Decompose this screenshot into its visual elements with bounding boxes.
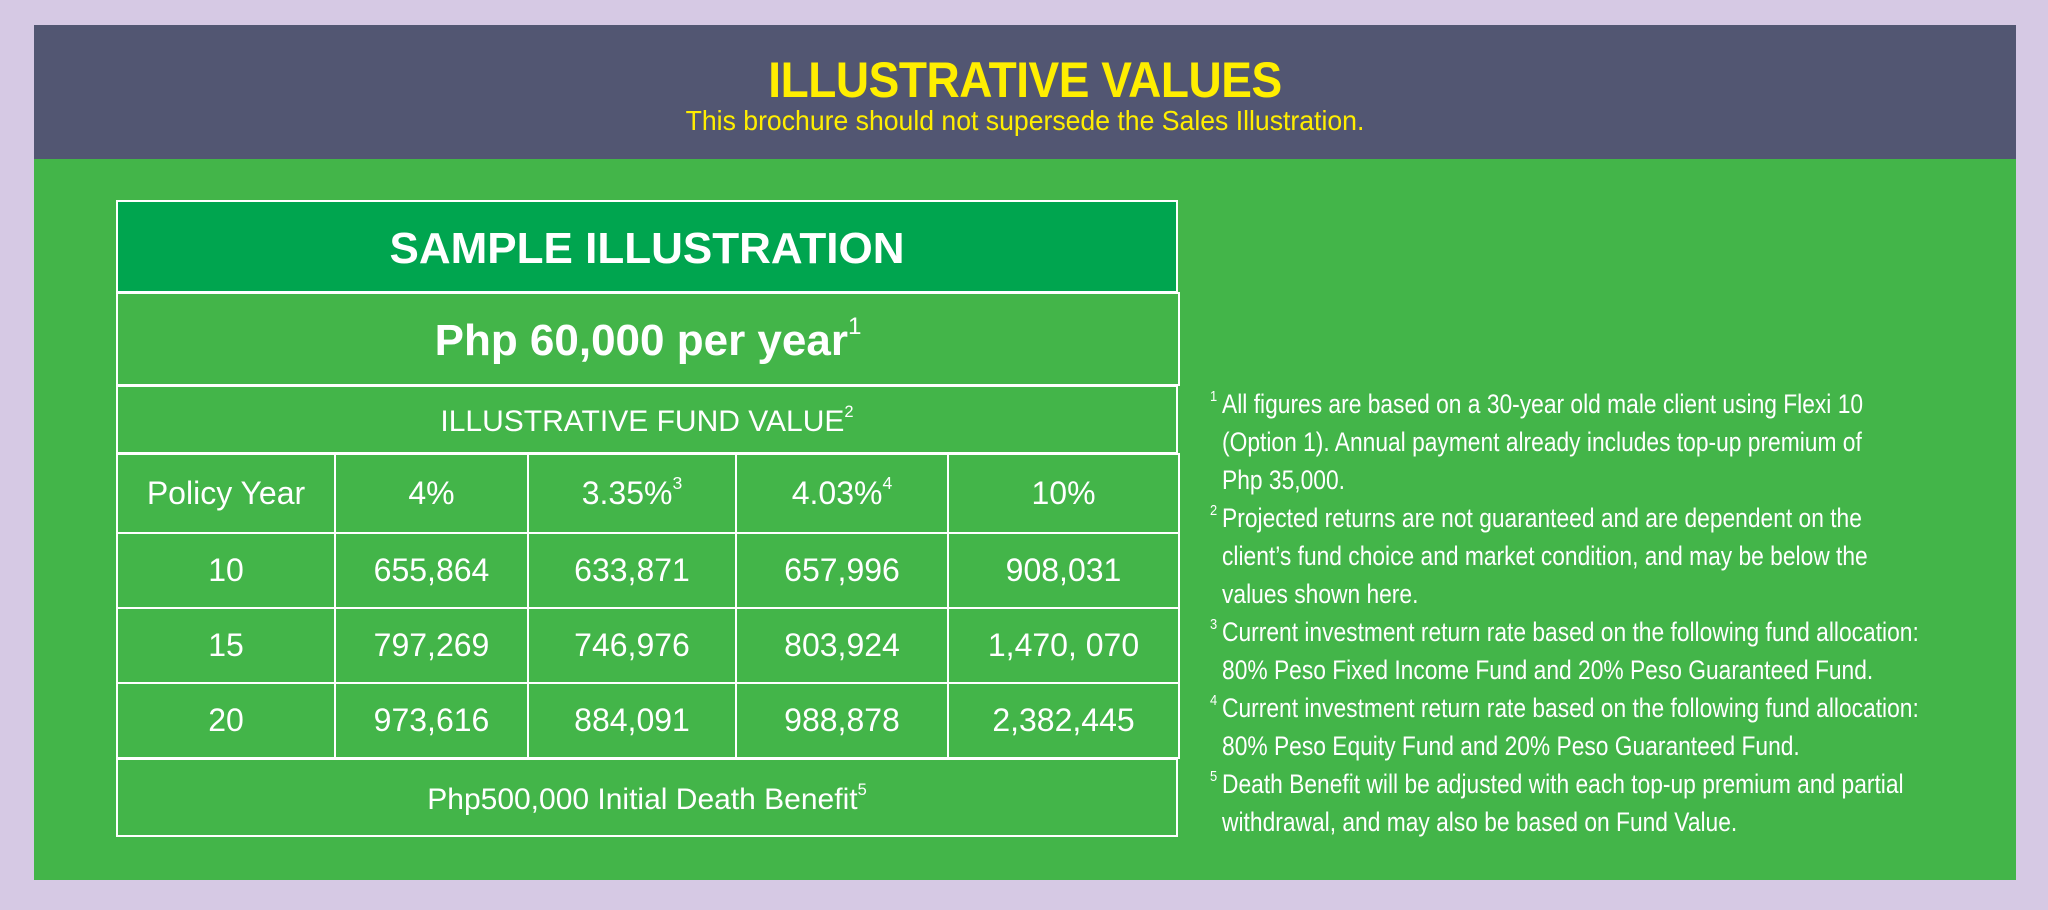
- death-benefit-banner: Php500,000 Initial Death Benefit5: [116, 758, 1178, 837]
- column-header-4pct: 4%: [334, 453, 529, 534]
- fund-value-table: Policy Year 4% 3.35%3 4.03%4 10% 10 655,…: [116, 453, 1180, 759]
- page-subtitle: This brochure should not supersede the S…: [685, 105, 1365, 136]
- footnote-line: values shown here.: [1222, 579, 1419, 609]
- footnote-ref-4: 4: [882, 473, 893, 494]
- footnote-number: 4: [1210, 692, 1218, 709]
- cell-policy-year: 10: [116, 532, 336, 609]
- column-header-3-35pct: 3.35%3: [527, 453, 737, 534]
- cell-value-10pct: 1,470, 070: [947, 607, 1180, 684]
- cell-value-3-35pct: 633,871: [527, 532, 737, 609]
- footnote-line: 80% Peso Equity Fund and 20% Peso Guaran…: [1222, 731, 1800, 761]
- footnote-line: withdrawal, and may also be based on Fun…: [1222, 807, 1738, 837]
- cell-value-4pct: 655,864: [334, 532, 529, 609]
- footnote-ref-1: 1: [847, 313, 862, 341]
- column-header-policy-year: Policy Year: [116, 453, 336, 534]
- premium-banner: Php 60,000 per year1: [116, 292, 1180, 386]
- death-benefit-text: Php500,000 Initial Death Benefit: [427, 783, 858, 816]
- page-title: ILLUSTRATIVE VALUES: [768, 52, 1282, 108]
- content-area: SAMPLE ILLUSTRATION Php 60,000 per year1…: [34, 159, 2016, 880]
- fund-value-label: ILLUSTRATIVE FUND VALUE: [440, 405, 845, 438]
- sample-illustration-table: SAMPLE ILLUSTRATION Php 60,000 per year1…: [116, 200, 1180, 837]
- footnote-3: 3 Current investment return rate based o…: [1210, 613, 1984, 689]
- footnote-4: 4 Current investment return rate based o…: [1210, 689, 1984, 765]
- premium-text: Php 60,000 per year: [434, 316, 848, 365]
- column-header-10pct: 10%: [947, 453, 1180, 534]
- cell-value-4-03pct: 803,924: [735, 607, 949, 684]
- cell-value-3-35pct: 746,976: [527, 607, 737, 684]
- table-header-row: Policy Year 4% 3.35%3 4.03%4 10%: [116, 453, 1180, 534]
- footnote-ref-2: 2: [844, 402, 854, 421]
- table-row: 15 797,269 746,976 803,924 1,470, 070: [116, 607, 1180, 684]
- illustration-title: SAMPLE ILLUSTRATION: [116, 200, 1178, 293]
- footnote-ref-3: 3: [672, 473, 683, 494]
- illustration-title-text: SAMPLE ILLUSTRATION: [389, 224, 905, 273]
- footnote-number: 2: [1210, 502, 1218, 519]
- footnote-2: 2 Projected returns are not guaranteed a…: [1210, 499, 1984, 613]
- footnote-number: 5: [1210, 768, 1218, 785]
- footnote-5: 5 Death Benefit will be adjusted with ea…: [1210, 765, 1984, 841]
- footnote-number: 3: [1210, 616, 1218, 633]
- cell-value-4pct: 797,269: [334, 607, 529, 684]
- cell-value-4pct: 973,616: [334, 682, 529, 759]
- cell-policy-year: 20: [116, 682, 336, 759]
- footnote-line: Death Benefit will be adjusted with each…: [1222, 769, 1904, 799]
- column-header-4-03pct: 4.03%4: [735, 453, 949, 534]
- header-band: ILLUSTRATIVE VALUES This brochure should…: [34, 25, 2016, 159]
- cell-value-10pct: 908,031: [947, 532, 1180, 609]
- cell-value-10pct: 2,382,445: [947, 682, 1180, 759]
- footnote-line: client’s fund choice and market conditio…: [1222, 541, 1868, 571]
- cell-value-4-03pct: 657,996: [735, 532, 949, 609]
- table-row: 20 973,616 884,091 988,878 2,382,445: [116, 682, 1180, 759]
- footnote-line: Php 35,000.: [1222, 465, 1345, 495]
- footnote-line: Projected returns are not guaranteed and…: [1222, 503, 1862, 533]
- footnotes-list: 1 All figures are based on a 30-year old…: [1210, 385, 1984, 841]
- footnote-number: 1: [1210, 388, 1218, 405]
- footnote-line: Current investment return rate based on …: [1222, 693, 1919, 723]
- footnote-line: Current investment return rate based on …: [1222, 617, 1919, 647]
- footnote-ref-5: 5: [857, 780, 867, 799]
- fund-value-banner: ILLUSTRATIVE FUND VALUE2: [116, 385, 1178, 454]
- table-row: 10 655,864 633,871 657,996 908,031: [116, 532, 1180, 609]
- footnote-line: All figures are based on a 30-year old m…: [1222, 389, 1864, 419]
- footnote-line: 80% Peso Fixed Income Fund and 20% Peso …: [1222, 655, 1874, 685]
- footnote-1: 1 All figures are based on a 30-year old…: [1210, 385, 1984, 499]
- cell-value-3-35pct: 884,091: [527, 682, 737, 759]
- footnote-line: (Option 1). Annual payment already inclu…: [1222, 427, 1862, 457]
- cell-value-4-03pct: 988,878: [735, 682, 949, 759]
- brochure-panel: ILLUSTRATIVE VALUES This brochure should…: [34, 25, 2016, 880]
- cell-policy-year: 15: [116, 607, 336, 684]
